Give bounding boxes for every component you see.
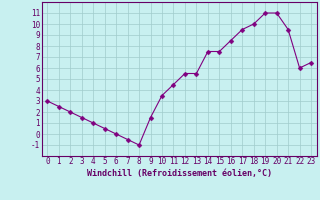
X-axis label: Windchill (Refroidissement éolien,°C): Windchill (Refroidissement éolien,°C) — [87, 169, 272, 178]
